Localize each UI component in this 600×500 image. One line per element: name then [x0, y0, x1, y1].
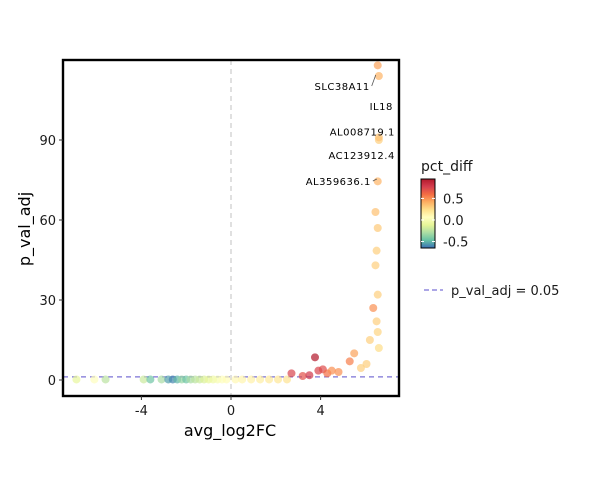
data-point [283, 375, 291, 384]
data-point [298, 372, 307, 380]
data-point [371, 261, 380, 270]
y-tick-label: 0 [48, 374, 56, 389]
data-point [274, 375, 283, 384]
data-point [265, 375, 274, 384]
data-point [372, 246, 381, 255]
colorbar-tick-label: 0.0 [443, 214, 464, 229]
colorbar-ticks: 0.5 0.0 -0.5 [421, 192, 468, 251]
data-point [362, 360, 371, 368]
data-point [373, 328, 382, 336]
data-point [90, 375, 99, 384]
data-point [231, 375, 240, 384]
data-point [374, 133, 383, 142]
data-point [373, 224, 382, 232]
data-point [369, 304, 378, 312]
data-point [373, 177, 382, 186]
data-point [146, 375, 155, 384]
colorbar-tick-label: -0.5 [443, 236, 468, 251]
y-tick-label: 60 [39, 214, 56, 229]
data-point [247, 375, 256, 384]
y-axis-ticks: 0 30 60 90 [39, 134, 63, 389]
gene-label: AC123912.4 [328, 151, 394, 162]
data-point [311, 353, 319, 362]
data-point [373, 290, 382, 299]
data-point [222, 375, 231, 384]
gene-label-leader [372, 178, 378, 182]
y-axis-title: p_val_adj [15, 192, 35, 266]
x-tick-label: 4 [316, 404, 324, 419]
panel-border [61, 58, 401, 398]
x-tick-label: -4 [135, 404, 148, 419]
data-point [372, 317, 381, 326]
threshold-legend-label: p_val_adj = 0.05 [451, 284, 559, 299]
data-point [373, 61, 382, 70]
data-point [238, 375, 247, 384]
data-point [334, 368, 343, 376]
gene-label: SLC38A11 [315, 82, 370, 93]
data-point [374, 72, 383, 80]
colorbar-title: pct_diff [421, 159, 473, 175]
gene-label-leader [371, 74, 377, 87]
y-tick-label: 90 [39, 134, 56, 149]
y-tick-label: 30 [39, 294, 56, 309]
data-point [365, 336, 374, 344]
threshold-legend: p_val_adj = 0.05 [424, 284, 559, 299]
data-point [305, 371, 314, 380]
colorbar-legend: pct_diff 0.5 0.0 -0.5 [420, 159, 473, 251]
gene-label: AL008719.1 [330, 127, 395, 138]
data-point [101, 375, 110, 384]
data-point [345, 357, 354, 366]
gene-label: IL18 [370, 102, 393, 113]
x-axis-ticks: -4 0 4 [135, 396, 325, 419]
data-point [371, 208, 380, 216]
colorbar-tick-label: 0.5 [443, 192, 464, 207]
data-point [327, 366, 336, 375]
data-point [139, 375, 148, 384]
x-tick-label: 0 [227, 404, 235, 419]
points-layer [72, 61, 383, 384]
data-point [350, 349, 359, 358]
data-point [157, 375, 166, 384]
data-point [256, 375, 265, 384]
data-point [374, 344, 383, 352]
gene-label: AL359636.1 [306, 177, 371, 188]
colorbar [420, 178, 436, 249]
data-point [287, 369, 296, 378]
data-point [356, 364, 365, 372]
data-point [72, 375, 81, 384]
x-axis-title: avg_log2FC [184, 421, 276, 441]
